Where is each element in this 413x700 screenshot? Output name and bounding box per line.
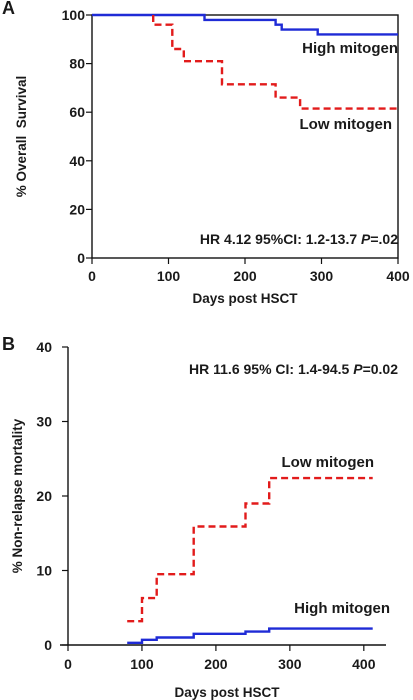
panel-a-x-tick-label: 0: [88, 268, 96, 284]
panel-a-y-tick-label: 60: [69, 104, 85, 120]
panel-a-annotation-p: P: [361, 231, 371, 247]
panel-a-y-axis-label: % Overall Survival: [14, 76, 29, 198]
panel-a-x-tick-label: 100: [157, 268, 181, 284]
panel-b-x-tick-label: 400: [352, 656, 376, 672]
panel-a-series-low-mitogen-line: [152, 15, 398, 110]
panel-b-y-tick-label: 30: [36, 414, 52, 430]
panel-b-x-tick-label: 200: [204, 656, 228, 672]
panel-b-x-tick-label: 0: [64, 656, 72, 672]
panel-a-series-high-mitogen-line: [92, 13, 398, 36]
panel-b-x-tick-label: 300: [278, 656, 302, 672]
panel-a-x-tick-label: 200: [233, 268, 257, 284]
panel-a-y-tick-label: 40: [69, 153, 85, 169]
panel-b-letter: B: [2, 334, 15, 354]
panel-a-y-tick-label: 80: [69, 56, 85, 72]
panel-b-series-low-mitogen-line: [127, 476, 373, 623]
panel-a-series-high-mitogen-label: High mitogen: [302, 40, 398, 57]
panel-a-x-axis-label: Days post HSCT: [192, 291, 298, 306]
panel-b-series-high-mitogen-line: [127, 627, 373, 644]
panel-a-letter: A: [2, 0, 15, 18]
panel-b-annotation-p: P: [353, 361, 363, 377]
panel-a-hazard-ratio-annotation: HR 4.12 95%CI: 1.2-13.7 P=.02: [200, 231, 398, 247]
panel-a-series-low-mitogen-label: Low mitogen: [300, 116, 393, 133]
panel-b-series-low-mitogen-label: Low mitogen: [282, 454, 375, 471]
panel-b-x-axis-label: Days post HSCT: [174, 685, 280, 700]
panel-a-annotation-post: =.02: [370, 231, 398, 247]
panel-b-hazard-ratio-annotation: HR 11.6 95% CI: 1.4-94.5 P=0.02: [189, 361, 398, 377]
panel-a-x-tick-label: 400: [386, 268, 410, 284]
panel-a-y-tick-label: 100: [62, 7, 86, 23]
panel-b-annotation-post: =0.02: [363, 361, 399, 377]
panel-a-annotation-pre: HR 4.12 95%CI: 1.2-13.7: [200, 231, 361, 247]
panel-b-x-tick-label: 100: [130, 656, 154, 672]
panel-b-y-tick-label: 0: [44, 637, 52, 653]
panel-a-y-tick-label: 0: [77, 250, 85, 266]
panel-b-y-axis-label: % Non-relapse mortality: [10, 418, 25, 573]
panel-a-x-tick-label: 300: [310, 268, 334, 284]
panel-b-y-tick-label: 40: [36, 339, 52, 355]
panel-b-y-tick-label: 20: [36, 488, 52, 504]
panel-a-y-tick-label: 20: [69, 201, 85, 217]
panel-b-series-high-mitogen-label: High mitogen: [294, 600, 390, 617]
panel-b-annotation-pre: HR 11.6 95% CI: 1.4-94.5: [189, 361, 353, 377]
panel-b-y-tick-label: 10: [36, 563, 52, 579]
